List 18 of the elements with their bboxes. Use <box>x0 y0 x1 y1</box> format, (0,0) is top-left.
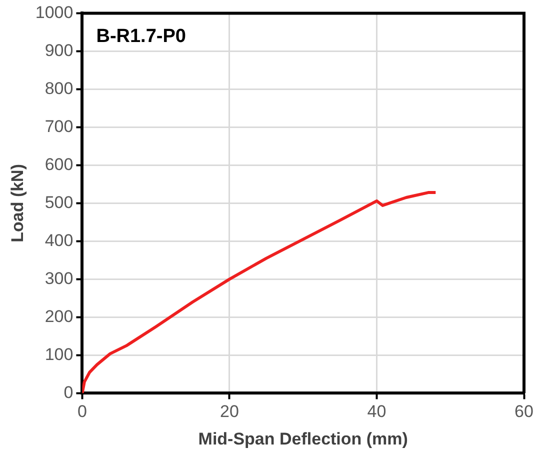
y-tick-label: 400 <box>44 230 74 250</box>
y-tick-label: 600 <box>44 154 74 174</box>
x-axis-title: Mid-Span Deflection (mm) <box>198 429 408 448</box>
y-tick-label: 300 <box>44 268 74 288</box>
y-tick-label: 500 <box>44 192 74 212</box>
y-tick-label: 100 <box>44 344 74 364</box>
y-tick-label: 0 <box>64 382 74 402</box>
x-tick-label: 20 <box>220 402 239 422</box>
y-tick-label: 1000 <box>35 2 74 22</box>
y-tick-label: 800 <box>44 78 74 98</box>
y-tick-label: 900 <box>44 40 74 60</box>
y-tick-label: 200 <box>44 306 74 326</box>
x-tick-label: 40 <box>367 402 386 422</box>
y-tick-label: 700 <box>44 116 74 136</box>
annotation: B-R1.7-P0 <box>96 26 186 47</box>
x-tick-label: 0 <box>77 402 87 422</box>
y-axis-title: Load (kN) <box>8 164 27 242</box>
x-tick-label: 60 <box>514 402 534 422</box>
